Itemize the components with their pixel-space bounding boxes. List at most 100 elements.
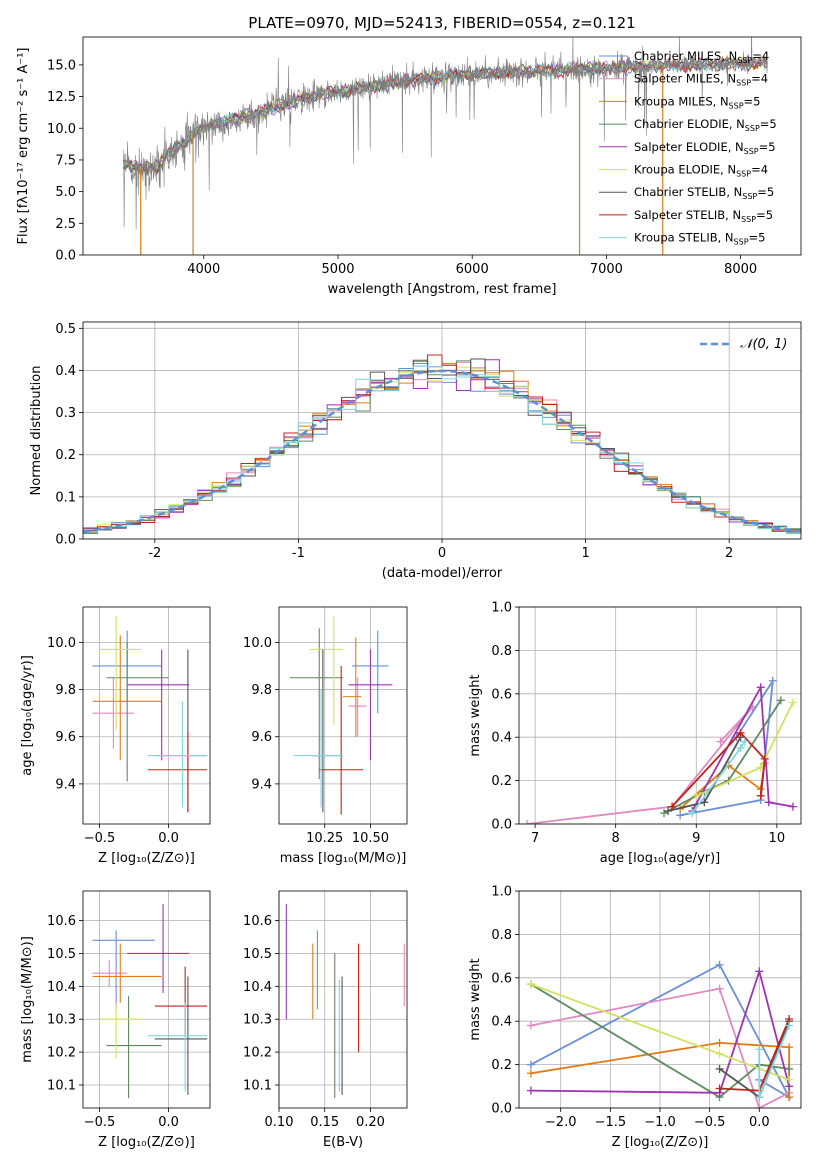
weight_vs_Z-xtick-label: −2.0 [545,1115,577,1130]
age_vs_Z-axes: −0.5 0.0 9.4 9.6 9.8 10.0 [47,607,210,846]
legend-entry-0: Chabrier MILES, NSSP=4 [634,49,769,65]
legend-sub: SSP [745,124,760,133]
mass_vs_ebv-ytick-label: 10.5 [243,947,272,962]
weight-marker [715,960,724,969]
weight_vs_Z-ytick-label: 0.0 [491,1102,512,1117]
weight-marker [764,798,773,807]
weight_vs_Z-ylabel: mass weight [468,958,483,1040]
weight_vs_age-xtick-label: 7 [531,831,539,846]
spectrum-plot [122,37,768,255]
histogram-step-7 [83,354,801,532]
weight-marker [692,791,701,800]
residuals-ytick-label: 0.3 [55,406,76,421]
weight-marker [715,1049,724,1058]
mass_vs_ebv-ytick-label: 10.2 [243,1046,272,1061]
legend-suffix: =5 [760,117,777,131]
weight_vs_Z-ytick-label: 0.2 [491,1058,512,1073]
weight-marker [756,791,765,800]
legend-entry-7: Salpeter STELIB, NSSP=5 [634,208,773,224]
age_vs_Z-ylabel: age [log₁₀(age/yr)] [20,655,35,776]
weight-marker [688,809,697,818]
residuals-ytick-label: 0.1 [55,490,76,505]
spectrum-xlabel: wavelength [Angstrom, rest frame] [328,282,557,297]
residuals-axes: -2 -1 0 1 2 0.0 0.1 0.2 0.3 0.4 0.5 [55,322,801,561]
weight_vs_age-plot [523,676,797,824]
legend-name: Salpeter MILES, N [634,72,736,86]
spectrum-ytick-label: 2.5 [55,217,76,232]
legend-name: Chabrier MILES, N [634,49,737,63]
weight_vs_age-ytick-label: 0.8 [491,644,512,659]
weight_vs_Z-ytick-label: 0.8 [491,928,512,943]
weight_vs_age-ytick-label: 0.4 [491,731,512,746]
weight-marker [788,802,797,811]
legend-suffix: =4 [752,49,769,63]
legend-entry-4: Salpeter ELODIE, NSSP=5 [634,140,776,156]
legend-name: Kroupa STELIB, N [634,231,734,245]
mass_vs_ebv-xtick-label: 0.10 [265,1115,294,1130]
weight_vs_Z-ytick-label: 0.6 [491,971,512,986]
legend-sub: SSP [729,101,744,110]
legend-sub: SSP [736,170,751,179]
mass_vs_Z-xtick-label: −0.5 [84,1115,116,1130]
weight-marker [526,1060,535,1069]
mass_vs_Z-ylabel: mass [log₁₀(M/M⊙)] [20,936,35,1063]
weight_vs_Z-xtick-label: −1.0 [644,1115,676,1130]
age_vs_Z-plot [92,616,208,813]
weight-marker [700,798,709,807]
age_vs_Z-xlabel: Z [log₁₀(Z/Z⊙)] [98,851,195,866]
weight-marker [785,1093,794,1102]
legend-sub: SSP [736,79,751,88]
weight-marker [785,1064,794,1073]
legend-suffix: =4 [751,72,768,86]
weight_vs_age-xtick-label: 9 [692,831,700,846]
weight-marker [740,737,749,746]
mass_vs_Z-ytick-label: 10.4 [47,980,76,995]
weight_vs_age-xlabel: age [log₁₀(age/yr)] [600,851,721,866]
spectrum-xtick-label: 7000 [590,262,623,277]
mass_vs_Z-ytick-label: 10.3 [47,1013,76,1028]
weight_vs_age-xtick-label: 10 [769,831,786,846]
residuals-ytick-label: 0.4 [55,364,76,379]
weight-line-0 [530,963,792,1100]
weight-marker [755,1093,764,1102]
weight-line-1 [679,680,774,817]
age_vs_mass-frame [278,606,408,825]
mass_vs_Z-axes: −0.5 0.0 10.1 10.2 10.3 10.4 10.5 10.6 [47,891,210,1130]
age_vs_mass-xtick-label: 10.25 [306,831,343,846]
weight_vs_Z-ytick-label: 1.0 [491,885,512,900]
age_vs_mass-ytick-label: 9.8 [251,683,272,698]
age_vs_mass-ytick-label: 9.4 [251,777,272,792]
weight-marker [785,1075,794,1084]
weight-marker [664,806,673,815]
legend-suffix: =4 [751,163,768,177]
residuals-xlabel: (data-model)/error [382,566,503,581]
weight-marker [715,984,724,993]
weight-marker [715,1084,724,1093]
residuals-xtick-label: 1 [581,546,589,561]
residuals-xtick-label: -2 [148,546,161,561]
spectrum-frame [82,36,802,256]
normal-curve [83,369,801,533]
weight-marker [736,744,745,753]
spectrum-xtick-label: 4000 [187,262,220,277]
mass_vs_ebv-xlabel: E(B-V) [323,1135,363,1150]
mass_vs_Z-ytick-label: 10.6 [47,914,76,929]
weight_vs_Z-plot [526,960,794,1108]
mass_vs_ebv-axes: 0.10 0.15 0.20 10.1 10.2 10.3 10.4 10.5 10.6 [243,891,407,1130]
mass_vs_ebv-xtick-label: 0.15 [310,1115,339,1130]
weight_vs_age-ytick-label: 0.6 [491,687,512,702]
spectrum-ytick-label: 15.0 [47,58,76,73]
age_vs_Z-frame [82,606,211,825]
mass_vs_Z-ytick-label: 10.1 [47,1078,76,1093]
spectrum-ytick-label: 12.5 [47,90,76,105]
mass_vs_ebv-ytick-label: 10.3 [243,1013,272,1028]
age_vs_Z-ytick-label: 9.8 [55,683,76,698]
weight-marker [526,1069,535,1078]
legend-entry-1: Salpeter MILES, NSSP=4 [634,72,768,88]
mass_vs_Z-frame [82,890,211,1109]
weight_vs_Z-axes: −2.0 −1.5 −1.0 −0.5 0.0 0.0 0.2 0.4 0.6 0.8 1.0 [491,885,801,1130]
weight-marker [755,1045,764,1054]
weight_vs_age-ylabel: mass weight [468,674,483,756]
legend-entry-3: Chabrier ELODIE, NSSP=5 [634,117,777,133]
